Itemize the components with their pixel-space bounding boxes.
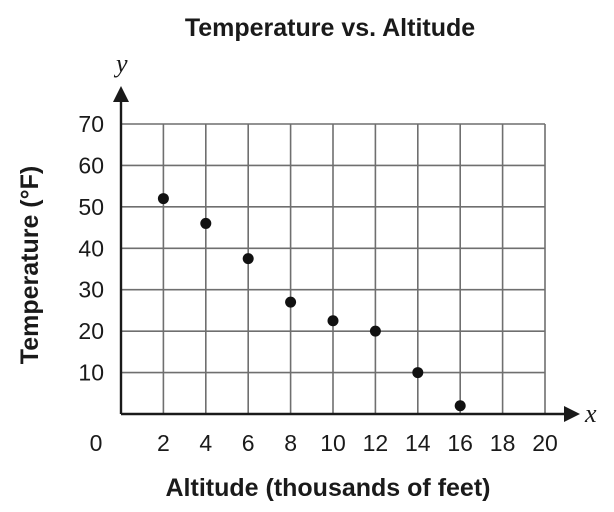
x-tick-labels: 0 2 4 6 8 10 12 14 16 18 20 xyxy=(90,430,558,456)
data-point xyxy=(327,315,339,327)
x-tick-label: 14 xyxy=(405,430,431,456)
y-tick-label: 70 xyxy=(78,111,104,137)
y-tick-label: 50 xyxy=(78,194,104,220)
y-tick-label: 20 xyxy=(78,318,104,344)
data-point xyxy=(369,325,381,337)
x-axis-arrow xyxy=(564,406,580,422)
x-tick-label: 20 xyxy=(532,430,558,456)
x-tick-label: 4 xyxy=(199,430,212,456)
data-point xyxy=(285,296,297,308)
x-axis-label: Altitude (thousands of feet) xyxy=(166,474,491,502)
data-points xyxy=(157,193,466,412)
grid xyxy=(121,123,546,414)
data-point xyxy=(242,253,254,265)
x-tick-label: 16 xyxy=(447,430,473,456)
y-axis-letter: y xyxy=(113,49,128,78)
x-tick-label: 10 xyxy=(320,430,346,456)
y-tick-label: 10 xyxy=(78,360,104,386)
y-axis-label: Temperature (°F) xyxy=(16,166,44,364)
x-tick-label: 18 xyxy=(490,430,516,456)
data-point xyxy=(412,367,424,379)
x-axis-letter: x xyxy=(584,399,597,428)
y-tick-label: 60 xyxy=(78,152,104,178)
y-tick-label: 40 xyxy=(78,235,104,261)
x-tick-label: 2 xyxy=(157,430,170,456)
x-tick-label: 6 xyxy=(242,430,255,456)
chart-title: Temperature vs. Altitude xyxy=(185,14,475,42)
data-point xyxy=(157,193,169,205)
x-tick-label: 12 xyxy=(363,430,389,456)
data-point xyxy=(454,400,466,412)
y-tick-label: 30 xyxy=(78,277,104,303)
y-axis-arrow xyxy=(113,86,129,102)
x-tick-label: 8 xyxy=(284,430,297,456)
data-point xyxy=(200,217,212,229)
x-tick-label: 0 xyxy=(90,430,103,456)
y-tick-labels: 10 20 30 40 50 60 70 xyxy=(78,111,104,386)
axes xyxy=(113,86,580,422)
